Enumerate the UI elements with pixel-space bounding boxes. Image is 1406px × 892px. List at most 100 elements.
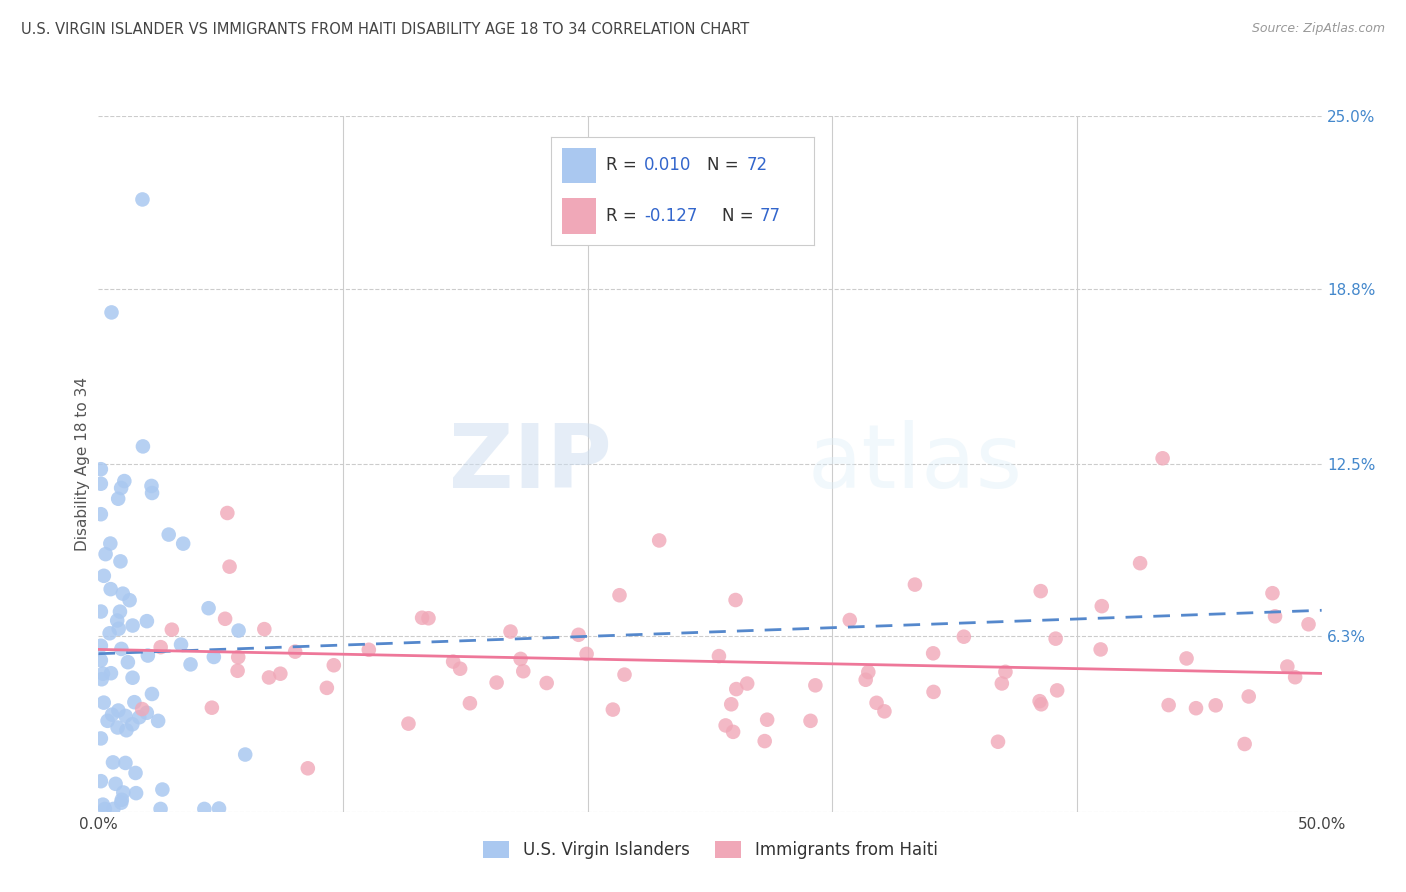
Point xyxy=(115,723,138,738)
Point xyxy=(110,554,132,568)
Point xyxy=(135,706,157,720)
Point xyxy=(904,577,927,591)
Point xyxy=(93,569,115,583)
Point xyxy=(125,786,148,800)
Point xyxy=(150,782,173,797)
Point xyxy=(411,611,433,625)
Text: N =: N = xyxy=(707,156,744,175)
Point xyxy=(613,667,636,681)
FancyBboxPatch shape xyxy=(561,147,596,183)
Point xyxy=(512,665,534,679)
Point xyxy=(1090,642,1112,657)
Point xyxy=(149,802,172,816)
Point xyxy=(873,704,896,718)
Point xyxy=(112,785,135,799)
Y-axis label: Disability Age 18 to 34: Disability Age 18 to 34 xyxy=(75,376,90,551)
Text: N =: N = xyxy=(721,207,759,225)
Point xyxy=(98,626,121,640)
Point xyxy=(297,761,319,775)
Point xyxy=(104,777,127,791)
Point xyxy=(107,721,129,735)
Point xyxy=(987,735,1010,749)
Point xyxy=(322,658,344,673)
Text: 77: 77 xyxy=(761,207,782,225)
Point xyxy=(754,734,776,748)
Point xyxy=(228,624,250,638)
Point xyxy=(602,702,624,716)
Point xyxy=(1237,690,1260,704)
Point xyxy=(575,647,598,661)
Point xyxy=(799,714,821,728)
Point xyxy=(357,642,380,657)
Point xyxy=(1157,698,1180,712)
Point xyxy=(499,624,522,639)
Point xyxy=(103,802,125,816)
Point xyxy=(218,559,240,574)
Point xyxy=(117,655,139,669)
Point xyxy=(170,638,193,652)
Point xyxy=(110,641,132,656)
Point xyxy=(90,462,112,476)
Point xyxy=(90,774,112,789)
Point xyxy=(118,593,141,607)
Point xyxy=(128,710,150,724)
Point xyxy=(131,193,153,207)
Point xyxy=(111,587,134,601)
Point xyxy=(458,696,481,710)
Point xyxy=(865,696,887,710)
Point xyxy=(720,698,742,712)
Point xyxy=(110,481,132,495)
Point xyxy=(124,766,146,780)
Point xyxy=(609,588,631,602)
Point xyxy=(94,547,117,561)
Point xyxy=(217,506,239,520)
Point xyxy=(91,666,114,681)
Text: atlas: atlas xyxy=(808,420,1024,508)
Point xyxy=(226,664,249,678)
Point xyxy=(922,646,945,660)
Point xyxy=(721,724,744,739)
Legend: U.S. Virgin Islanders, Immigrants from Haiti: U.S. Virgin Islanders, Immigrants from H… xyxy=(477,835,943,866)
Point xyxy=(160,623,183,637)
Point xyxy=(855,673,877,687)
Point xyxy=(108,605,131,619)
Point xyxy=(1185,701,1208,715)
Point xyxy=(284,645,307,659)
Point xyxy=(93,696,115,710)
Point xyxy=(131,702,153,716)
Point xyxy=(114,756,136,770)
Text: R =: R = xyxy=(606,207,643,225)
Point xyxy=(201,700,224,714)
Point xyxy=(707,649,730,664)
Point xyxy=(121,618,143,632)
Point xyxy=(90,672,112,686)
Point xyxy=(418,611,440,625)
Point xyxy=(197,601,219,615)
Text: Source: ZipAtlas.com: Source: ZipAtlas.com xyxy=(1251,22,1385,36)
Point xyxy=(100,666,122,681)
Point xyxy=(97,714,120,728)
Point xyxy=(724,593,747,607)
Point xyxy=(112,474,135,488)
Point xyxy=(141,479,163,493)
Point xyxy=(725,682,748,697)
Point xyxy=(214,612,236,626)
Point xyxy=(90,507,112,521)
Point xyxy=(124,695,146,709)
Point xyxy=(449,662,471,676)
Point xyxy=(90,731,112,746)
Point xyxy=(172,536,194,550)
Point xyxy=(1046,683,1069,698)
Point xyxy=(91,797,114,812)
Point xyxy=(136,648,159,663)
Point xyxy=(253,622,276,636)
Point xyxy=(101,707,124,722)
Point xyxy=(146,714,169,728)
Point xyxy=(1264,609,1286,624)
Point xyxy=(141,687,163,701)
Point xyxy=(100,305,122,319)
Point xyxy=(1261,586,1284,600)
Point xyxy=(121,671,143,685)
Point xyxy=(804,678,827,692)
Point xyxy=(90,639,112,653)
